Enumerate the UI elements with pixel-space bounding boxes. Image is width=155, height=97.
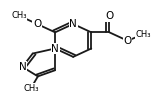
Text: O: O	[105, 11, 113, 21]
Text: CH₃: CH₃	[23, 84, 39, 93]
Text: N: N	[18, 62, 26, 72]
Text: O: O	[123, 36, 132, 46]
Text: O: O	[33, 19, 41, 29]
Text: CH₃: CH₃	[11, 11, 27, 20]
Text: N: N	[69, 19, 77, 29]
Text: N: N	[51, 43, 59, 54]
Text: CH₃: CH₃	[135, 30, 151, 39]
